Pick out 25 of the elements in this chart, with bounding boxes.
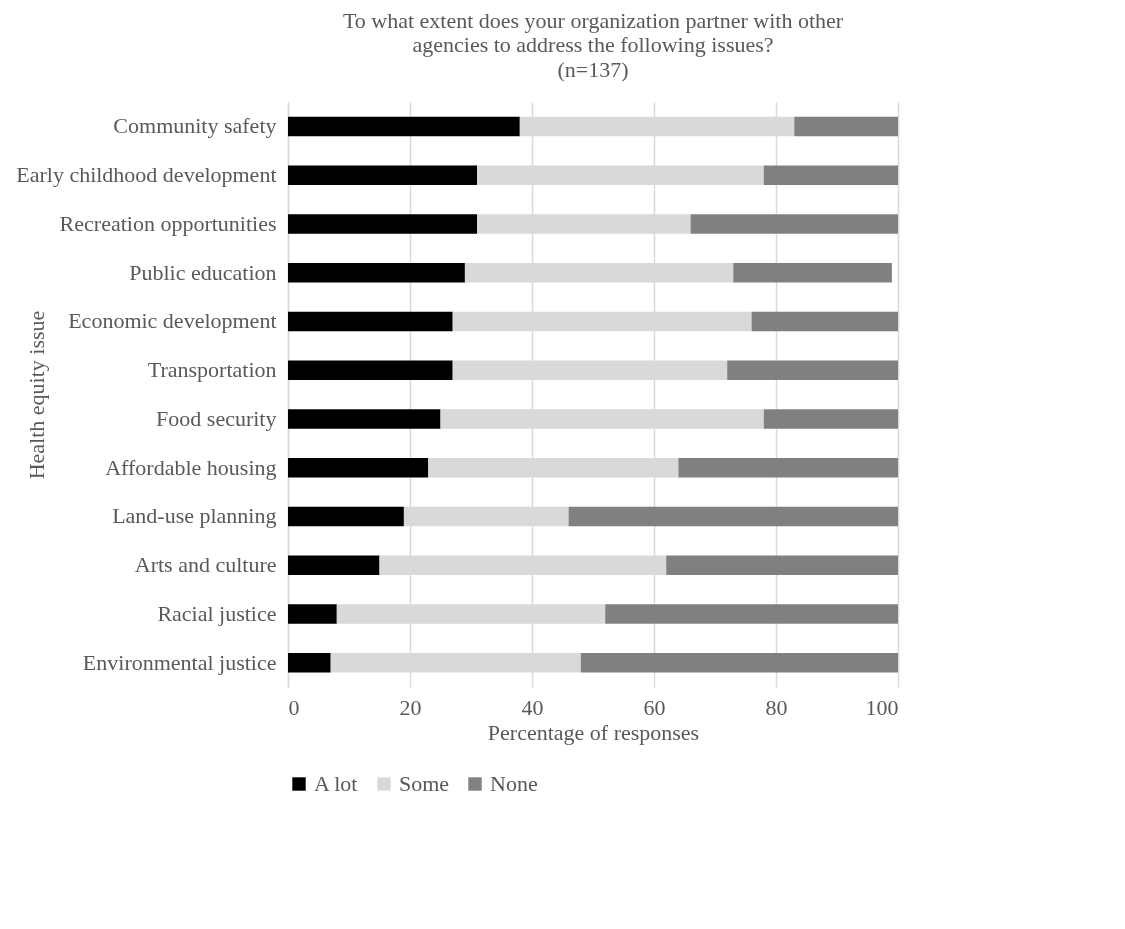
x-tick-label: 20 xyxy=(399,694,422,720)
y-tick-label: Recreation opportunities xyxy=(59,210,277,236)
legend-label: Some xyxy=(399,771,450,796)
x-tick-label: 80 xyxy=(765,694,788,720)
y-tick-label: Food security xyxy=(156,405,277,431)
y-tick-label: Economic development xyxy=(68,308,277,334)
legend-label: A lot xyxy=(314,771,358,796)
y-tick-label: Land-use planning xyxy=(112,503,277,529)
x-tick-label: 40 xyxy=(521,694,544,720)
y-tick-label: Affordable housing xyxy=(105,454,277,480)
y-tick-label: Public education xyxy=(129,259,277,285)
chart-subtitle: (n=137) xyxy=(557,57,629,82)
y-tick-label: Environmental justice xyxy=(82,649,277,675)
x-tick-label: 0 xyxy=(288,694,300,720)
x-tick-label: 60 xyxy=(643,694,666,720)
x-tick-label: 100 xyxy=(865,694,899,720)
y-axis-title: Health equity issue xyxy=(23,310,49,480)
y-tick-label: Racial justice xyxy=(157,600,277,626)
y-tick-label: Arts and culture xyxy=(134,552,277,578)
y-tick-label: Transportation xyxy=(147,357,277,383)
x-axis-title: Percentage of responses xyxy=(487,719,700,745)
legend-label: None xyxy=(490,771,538,796)
y-tick-label: Early childhood development xyxy=(16,162,277,188)
chart-title: To what extent does your organization partner with other agencies to address the following issues? xyxy=(342,8,844,57)
y-tick-label: Community safety xyxy=(113,113,277,139)
